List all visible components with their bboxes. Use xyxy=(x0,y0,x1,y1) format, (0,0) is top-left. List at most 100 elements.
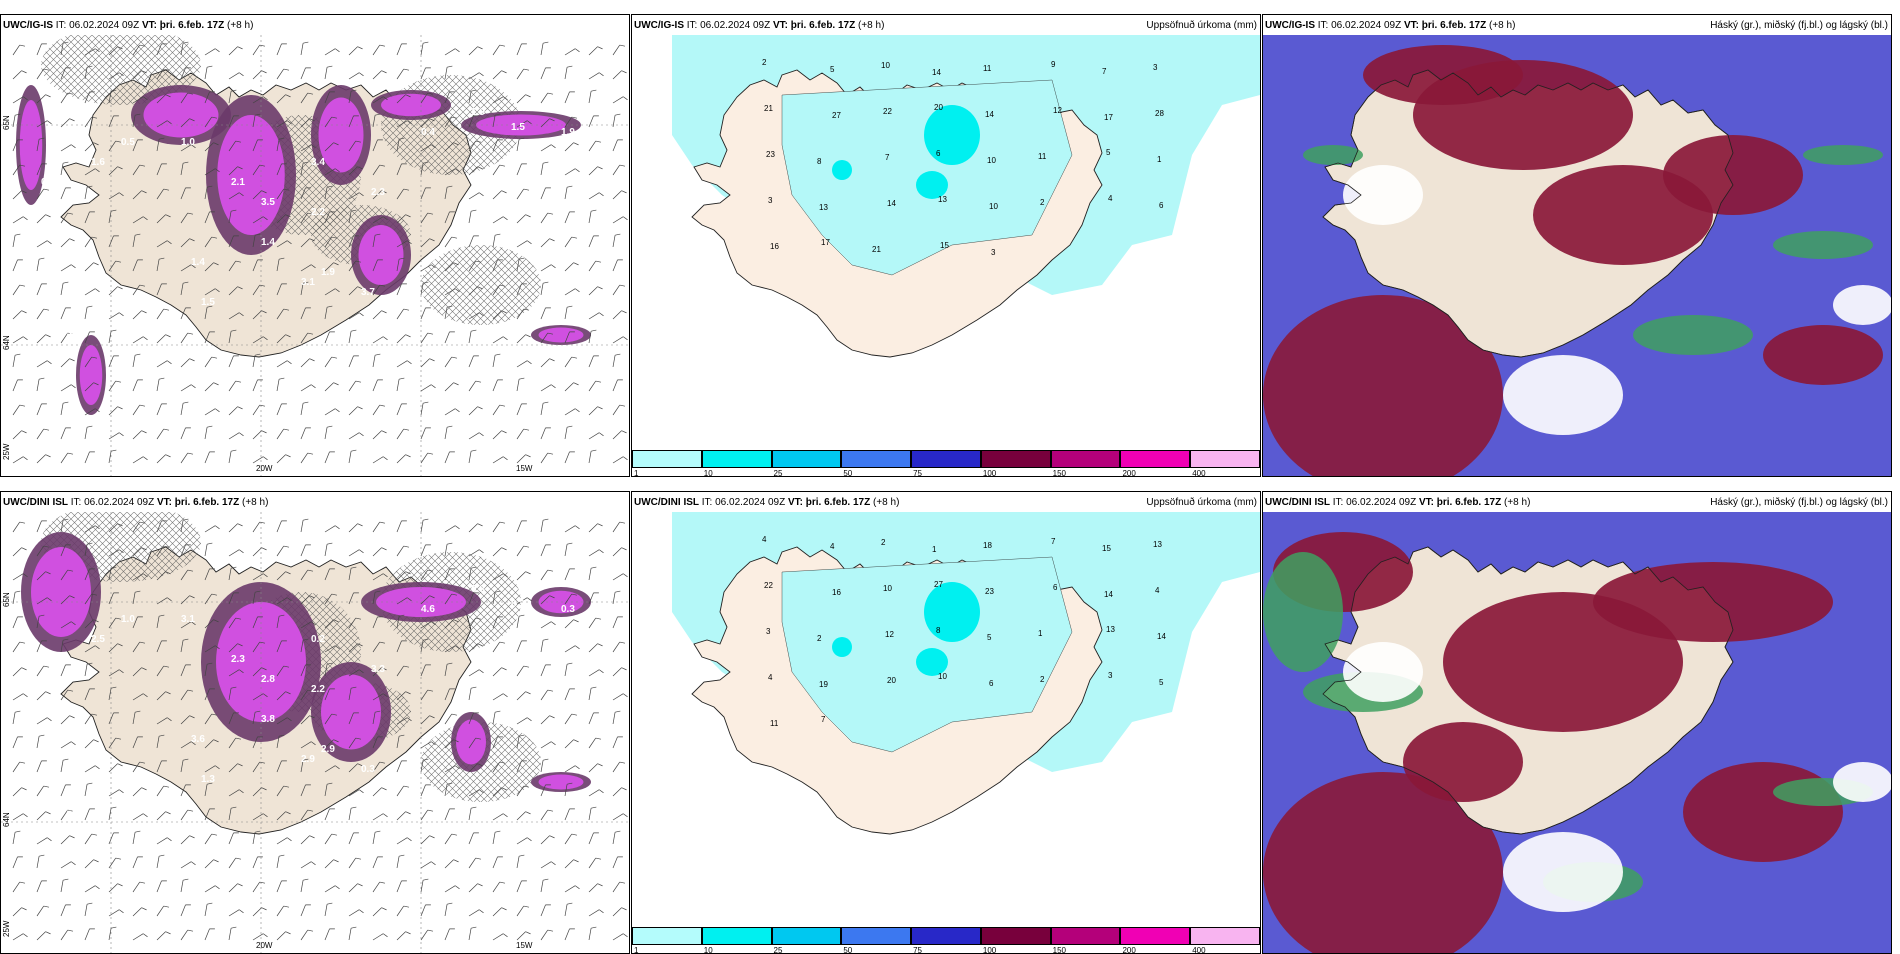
wind-barb xyxy=(612,139,623,152)
wind-barb xyxy=(444,782,453,797)
wind-barb xyxy=(300,332,314,344)
wind-barb xyxy=(132,907,147,917)
wind-barb xyxy=(324,928,335,941)
wind-barb xyxy=(84,782,93,797)
wind-barb xyxy=(612,44,626,56)
clear-sky-area xyxy=(1833,285,1891,325)
wind-barb xyxy=(108,235,119,248)
wind-barb xyxy=(348,832,359,845)
wind-barb xyxy=(396,377,405,392)
wind-barb xyxy=(348,140,362,152)
wind-barb xyxy=(492,284,506,296)
wind-barb xyxy=(228,549,244,557)
wind-barb xyxy=(492,44,506,56)
wind-barb xyxy=(300,41,309,56)
wind-barb xyxy=(12,573,28,581)
wind-barb xyxy=(276,665,290,677)
wind-barb xyxy=(12,667,27,677)
wind-barb xyxy=(588,166,603,176)
wind-barb xyxy=(348,432,364,440)
wind-barb xyxy=(276,334,291,344)
wind-barb xyxy=(492,353,501,368)
wind-barb xyxy=(492,70,507,80)
wind-barb xyxy=(420,144,436,152)
wind-barb xyxy=(396,571,411,581)
wind-barb xyxy=(564,619,579,629)
wind-barb xyxy=(36,880,47,893)
wind-barb xyxy=(228,355,239,368)
wind-barb xyxy=(132,521,146,533)
wind-barb xyxy=(588,286,603,296)
wind-barb xyxy=(276,837,292,845)
colorbar-tick-label: 200 xyxy=(1122,469,1136,477)
precip-blob-inner xyxy=(79,345,103,405)
wind-barb xyxy=(276,283,287,296)
wind-barb xyxy=(108,909,124,917)
wind-barb xyxy=(324,408,340,416)
wind-barb xyxy=(156,94,171,104)
wind-barb xyxy=(36,163,47,176)
wind-barb xyxy=(564,236,578,248)
wind-barb xyxy=(204,356,218,368)
wind-barb xyxy=(564,116,578,128)
wind-barb xyxy=(108,737,122,749)
wind-barb xyxy=(156,240,172,248)
wind-barb xyxy=(204,168,220,176)
wind-barb xyxy=(324,782,333,797)
cloud-hatch-area xyxy=(421,245,541,325)
wind-barb xyxy=(276,454,291,464)
wind-barb xyxy=(588,432,604,440)
colorbar-tick-label: 50 xyxy=(843,946,853,954)
wind-barb xyxy=(300,144,316,152)
wind-barb xyxy=(612,430,627,440)
wind-barb xyxy=(564,305,573,320)
wind-barb xyxy=(612,667,627,677)
precip-amount-label: 4 xyxy=(830,542,835,551)
colorbar-tick-label: 25 xyxy=(773,469,783,477)
wind-barb xyxy=(540,307,551,320)
wind-barb xyxy=(540,638,549,653)
wind-barb xyxy=(156,120,172,128)
low-cloud-area xyxy=(1303,145,1363,165)
panel-title: UWC/DINI ISL IT: 06.02.2024 09Z VT: þri.… xyxy=(3,497,269,508)
wind-barb xyxy=(324,688,335,701)
high-cloud-area xyxy=(1663,135,1803,215)
wind-barb xyxy=(492,573,508,581)
wind-barb xyxy=(84,662,93,677)
wind-barb xyxy=(396,931,411,941)
wind-barb xyxy=(60,144,76,152)
wind-barb xyxy=(468,549,484,557)
wind-barb xyxy=(300,518,309,533)
wind-barb xyxy=(60,307,71,320)
wind-barb xyxy=(348,46,363,56)
wind-barb xyxy=(612,736,623,749)
wind-barb xyxy=(564,688,575,701)
wind-barb xyxy=(132,616,143,629)
wind-barb xyxy=(324,211,335,224)
wind-barb xyxy=(132,259,143,272)
wind-barb xyxy=(204,185,213,200)
wind-barb xyxy=(252,521,266,533)
wind-barb xyxy=(84,885,100,893)
precip-value-label: 3.4 xyxy=(311,157,325,168)
wind-barb xyxy=(372,456,388,464)
wind-barb xyxy=(12,616,23,629)
precip-value-label: 0.5 xyxy=(121,137,135,148)
wind-barb xyxy=(588,686,597,701)
wind-barb xyxy=(108,763,123,773)
wind-barb xyxy=(396,214,411,224)
wind-barb xyxy=(300,238,315,248)
wind-barb xyxy=(540,784,551,797)
wind-barb xyxy=(468,712,479,725)
wind-barb xyxy=(228,926,237,941)
wind-barb xyxy=(156,717,172,725)
wind-barb xyxy=(396,837,412,845)
precip-value-label: 0.4 xyxy=(61,804,75,815)
wind-barb xyxy=(252,233,261,248)
wind-barb xyxy=(108,549,124,557)
precip-amount-label: 10 xyxy=(883,584,892,593)
wind-barb xyxy=(588,329,597,344)
precip-blob-inner xyxy=(31,547,91,637)
wind-barb xyxy=(252,641,266,653)
wind-barb xyxy=(132,830,141,845)
